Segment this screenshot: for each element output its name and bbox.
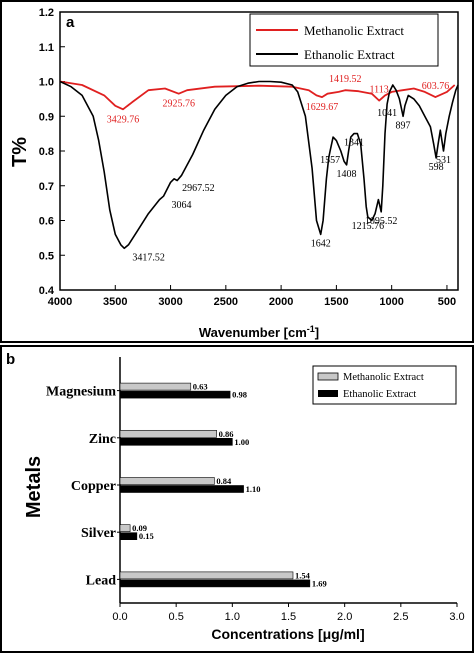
methanolic-bar-value: 0.84 [216,476,232,486]
ethanolic-bar-value: 1.10 [246,484,261,494]
methanolic-peak-label: 603.76 [422,81,450,92]
ethanolic-peak-label: 1642 [311,238,331,249]
methanolic-bar [119,571,294,580]
methanolic-peak-label: 1419.52 [329,74,362,85]
methanolic-bar-value: 0.09 [132,523,147,533]
methanolic-bar [119,429,217,438]
ethanolic-peak-label: 531 [436,155,451,166]
category-label: Zinc [89,432,116,447]
y-tick-label: 0.9 [39,111,54,123]
legend-label-ethanolic: Ethanolic Extract [304,47,395,62]
ethanolic-bar [119,532,138,541]
y-tick-label: 0.4 [39,285,55,297]
legend-b: Methanolic Extract Ethanolic Extract [312,365,457,405]
y-axis-a: 0.4 0.5 0.6 0.7 0.8 0.9 1.0 1.1 1.2 [39,7,65,297]
ethanolic-bar-value: 1.00 [234,437,249,447]
category-labels-b: Magnesium Zinc Copper Silver Lead [46,385,120,588]
y-tick-label: 1.0 [39,77,54,89]
annotation-group-a: 3429.76 2925.76 1629.67 1419.52 1113 603.76 34… [107,74,451,263]
methanolic-peak-label: 2925.76 [163,99,196,110]
methanolic-bar-value: 0.86 [219,429,234,439]
x-tick-label: 3000 [158,296,182,308]
ethanolic-peak-label: 1408 [337,169,357,180]
ethanolic-bar [119,485,244,493]
x-axis-title-b: Concentrations [μg/ml] [211,626,364,642]
ir-spectrum-chart: a 0.4 0.5 0.6 0.7 0.8 0.9 1.0 1.1 1.2 4000 3500 30… [9,7,459,340]
panel-b-label: b [6,351,15,368]
legend-label-methanolic-b: Methanolic Extract [343,372,424,383]
ethanolic-bar [119,579,311,588]
metals-bar-chart: b 0.0 0.5 1.0 1.5 2.0 2.5 3.0 Magnesium Zinc Cop… [6,351,465,642]
methanolic-peak-label: 1629.67 [306,102,339,113]
methanolic-bar [119,382,192,391]
category-label: Silver [81,526,116,541]
x-tick-label-b: 1.5 [281,611,296,623]
x-axis-b: 0.0 0.5 1.0 1.5 2.0 2.5 3.0 [112,603,465,623]
ethanolic-peak-label: 1041 [377,108,397,119]
y-tick-label: 1.1 [39,42,54,54]
ethanolic-peak-label: 1215.76 [352,221,385,232]
legend-label-methanolic: Methanolic Extract [304,23,404,38]
y-tick-label: 0.6 [39,216,54,228]
bars-b: 0.63 0.98 0.861.00 0.84 1.10 0.090.15 1.541.69 [119,382,327,588]
methanolic-peak-label: 3429.76 [107,114,140,125]
legend-swatch-methanolic-b [317,372,339,381]
x-tick-label: 1000 [379,296,403,308]
y-tick-label: 0.5 [39,250,54,262]
y-tick-label: 1.2 [39,7,54,19]
x-axis-a: 4000 3500 3000 2500 2000 1500 1000 500 [48,285,456,308]
ethanolic-peak-label: 1341 [344,138,364,149]
ethanolic-peak-label: 2967.52 [182,183,215,194]
legend-label-ethanolic-b: Ethanolic Extract [343,389,416,400]
ethanolic-bar [119,437,233,446]
y-axis-title-b: Metals [23,456,45,518]
x-tick-label: 1500 [324,296,348,308]
category-label: Magnesium [46,385,116,400]
ethanolic-peak-label: 897 [396,120,411,131]
panel-a-label: a [66,14,75,31]
methanolic-peak-label: 1113 [370,85,389,96]
x-tick-label: 3500 [103,296,127,308]
ethanolic-peak-label: 3417.52 [132,252,165,263]
category-label: Lead [86,573,117,588]
x-tick-label-b: 2.0 [337,611,352,623]
ethanolic-peak-label: 598 [429,162,444,173]
ethanolic-bar [119,390,231,399]
x-tick-label: 500 [438,296,456,308]
ethanolic-peak-label: 1095.52 [365,216,398,227]
ethanolic-series-line [59,80,459,250]
x-tick-label-b: 0.0 [112,611,127,623]
y-tick-label: 0.7 [39,181,54,193]
ethanolic-peak-label: 1557 [320,155,340,166]
x-tick-label-b: 2.5 [393,611,408,623]
category-label: Copper [71,479,116,494]
x-tick-label: 2000 [269,296,293,308]
ethanolic-bar-value: 0.15 [139,531,154,541]
ethanolic-bar-value: 0.98 [232,390,247,400]
x-tick-label: 4000 [48,296,72,308]
ethanolic-peak-label: 3064 [171,200,191,211]
y-axis-title-a: T% [9,137,31,167]
series-group-a [59,80,459,250]
methanolic-bar [119,524,131,533]
x-axis-title-a: Wavenumber [cm-1] [199,324,319,340]
y-tick-label: 0.8 [39,146,54,158]
legend-a: Methanolic Extract Ethanolic Extract [249,13,439,67]
methanolic-bar [119,477,215,485]
x-tick-label-b: 1.0 [225,611,240,623]
methanolic-bar-value: 1.54 [295,570,311,580]
ethanolic-bar-value: 1.69 [312,578,327,588]
legend-swatch-ethanolic-b [318,390,338,397]
methanolic-bar-value: 0.63 [193,382,208,392]
methanolic-series-line [59,80,456,111]
x-tick-label-b: 0.5 [169,611,184,623]
legend-box-a [249,13,439,67]
x-tick-label-b: 3.0 [449,611,464,623]
legend-box-b [312,365,457,405]
x-tick-label: 2500 [214,296,238,308]
